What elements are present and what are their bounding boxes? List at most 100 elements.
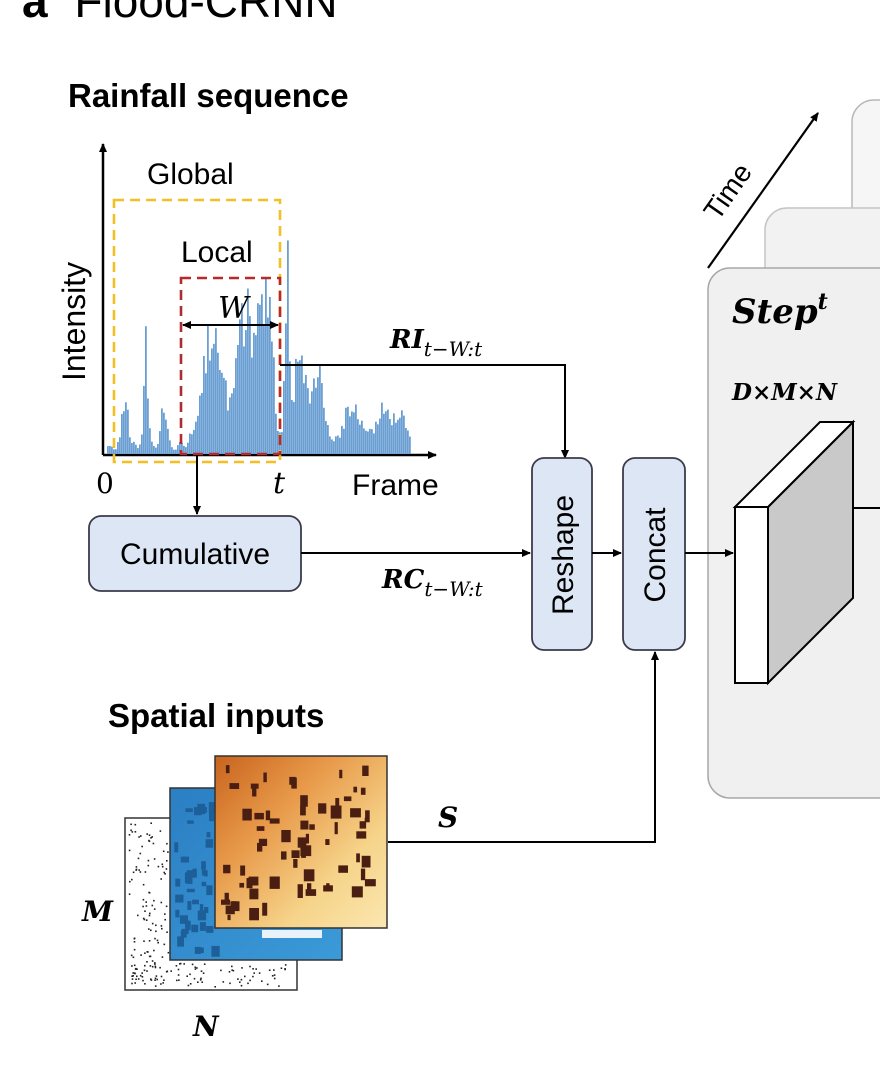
rainfall-bar xyxy=(231,393,233,454)
elevation-building-blocks xyxy=(221,765,376,921)
elevation-building xyxy=(225,905,235,915)
blue-block xyxy=(192,868,197,878)
map-dot xyxy=(161,865,164,868)
map-dot xyxy=(134,972,136,975)
map-dot xyxy=(157,865,160,868)
map-dot xyxy=(155,930,157,933)
map-dot xyxy=(144,871,147,873)
blue-block xyxy=(208,802,217,813)
elevation-building xyxy=(309,824,315,830)
elevation-building xyxy=(364,879,376,887)
map-dot xyxy=(240,984,243,987)
elevation-building xyxy=(326,883,330,888)
map-dot xyxy=(163,979,165,981)
rainfall-bar xyxy=(375,421,377,454)
map-dot xyxy=(139,871,142,873)
map-dot xyxy=(155,975,158,977)
map-dot xyxy=(176,979,178,982)
rainfall-bar xyxy=(131,442,133,454)
local-label: Local xyxy=(181,236,253,269)
rainfall-bar xyxy=(111,446,113,454)
rainfall-bar xyxy=(329,436,331,454)
elevation-building xyxy=(293,859,298,868)
map-dot xyxy=(153,858,156,860)
elevation-building xyxy=(297,884,303,898)
elevation-building xyxy=(330,805,342,819)
map-dot xyxy=(164,918,166,921)
map-dot xyxy=(148,955,151,958)
map-dot xyxy=(130,823,132,826)
blue-block xyxy=(201,861,206,870)
rainfall-bar xyxy=(327,425,329,454)
rainfall-bar xyxy=(175,449,177,454)
rainfall-bar xyxy=(191,434,193,454)
panel-letter: a xyxy=(22,0,48,27)
rainfall-bar xyxy=(341,425,343,454)
map-dot xyxy=(131,965,133,967)
map-dot xyxy=(148,914,151,917)
rainfall-bar xyxy=(301,355,303,454)
rainfall-bar xyxy=(229,397,231,454)
rainfall-bar xyxy=(359,424,361,454)
map-dot xyxy=(141,972,143,974)
rainfall-bar xyxy=(293,401,295,454)
rainfall-bar xyxy=(355,404,357,454)
map-dot xyxy=(163,871,165,874)
map-dot xyxy=(222,981,225,983)
concat-label: Concat xyxy=(639,507,672,603)
rainfall-bar xyxy=(349,416,351,454)
rainfall-bar xyxy=(167,428,169,454)
feature-slab xyxy=(732,419,880,686)
rainfall-bar xyxy=(313,378,315,454)
rainfall-bar xyxy=(339,437,341,454)
rainfall-bar xyxy=(259,304,261,454)
rainfall-bar xyxy=(285,323,287,454)
map-dot xyxy=(137,857,140,860)
map-dot xyxy=(266,983,269,986)
rainfall-bar xyxy=(155,447,157,454)
map-dot xyxy=(142,883,145,886)
rainfall-bar xyxy=(387,409,389,454)
blue-block xyxy=(180,931,187,938)
map-dot xyxy=(150,837,152,839)
map-dot xyxy=(200,977,202,980)
map-dot xyxy=(145,905,148,907)
map-dot xyxy=(178,979,180,981)
blue-block xyxy=(174,842,179,853)
elevation-building xyxy=(269,818,280,824)
rainfall-bar xyxy=(147,398,149,454)
rainfall-bar xyxy=(373,433,375,454)
map-dot xyxy=(153,908,156,910)
map-dot xyxy=(154,977,157,980)
map-dot xyxy=(268,969,271,971)
map-dot xyxy=(165,868,168,870)
map-dot xyxy=(143,940,145,942)
elevation-building xyxy=(305,889,317,896)
elevation-building xyxy=(265,810,271,821)
map-dot xyxy=(203,963,206,965)
elevation-building xyxy=(361,855,371,868)
map-dot xyxy=(164,873,166,875)
rainfall-bar xyxy=(315,387,317,454)
map-dot xyxy=(261,980,263,982)
elevation-building xyxy=(300,795,308,807)
map-dot xyxy=(231,969,233,971)
elevation-building xyxy=(262,902,268,916)
map-dot xyxy=(138,869,140,871)
map-dot xyxy=(160,925,163,927)
elevation-building xyxy=(252,786,257,797)
map-dot xyxy=(159,966,161,969)
rainfall-bar xyxy=(305,374,307,454)
rainfall-bar xyxy=(215,328,217,454)
elevation-building xyxy=(300,805,306,816)
map-dot xyxy=(148,839,150,842)
elevation-building xyxy=(258,838,268,846)
blue-block xyxy=(204,870,208,877)
map-dot xyxy=(161,927,163,930)
rainfall-bar xyxy=(405,428,407,454)
rainfall-bar xyxy=(353,412,355,454)
rainfall-bar xyxy=(205,373,207,454)
spatial-heading: Spatial inputs xyxy=(108,697,324,734)
blue-block xyxy=(175,878,181,887)
map-dot xyxy=(144,983,146,985)
